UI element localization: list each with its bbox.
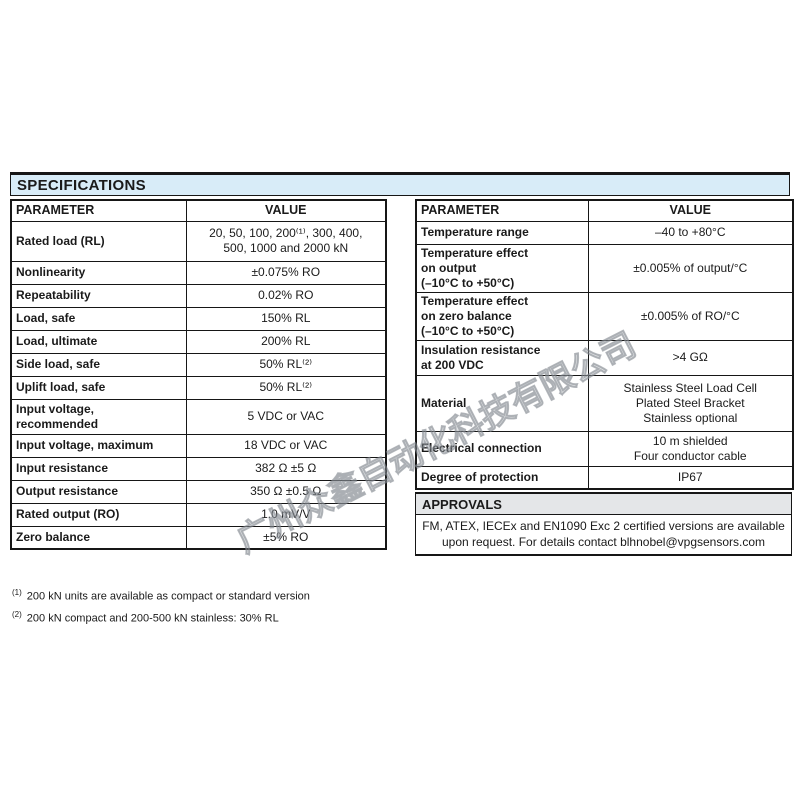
table-row: Electrical connection 10 m shielded Four…	[415, 430, 794, 467]
approvals-text: FM, ATEX, IECEx and EN1090 Exc 2 certifi…	[415, 515, 792, 556]
table-header-row: PARAMETER VALUE	[10, 199, 387, 222]
value-cell: ±5% RO	[185, 525, 387, 550]
table-row: Rated load (RL) 20, 50, 100, 200⁽¹⁾, 300…	[10, 220, 387, 262]
param-cell: Side load, safe	[10, 352, 187, 377]
value-cell: 50% RL⁽²⁾	[185, 375, 387, 400]
footnote-1-marker: (1)	[12, 588, 22, 597]
value-cell: 150% RL	[185, 306, 387, 331]
column-header-parameter: PARAMETER	[415, 199, 589, 222]
table-row: Input voltage, maximum 18 VDC or VAC	[10, 433, 387, 458]
right-column: PARAMETER VALUE Temperature range –40 to…	[415, 199, 794, 556]
param-cell: Uplift load, safe	[10, 375, 187, 400]
value-cell: ±0.005% of RO/°C	[587, 291, 794, 341]
table-row: Temperature effect on zero balance (–10°…	[415, 291, 794, 341]
column-header-value: VALUE	[185, 199, 387, 222]
value-cell: 18 VDC or VAC	[185, 433, 387, 458]
table-row: Temperature range –40 to +80°C	[415, 220, 794, 245]
table-row: Output resistance 350 Ω ±0.5 Ω	[10, 479, 387, 504]
table-row: Temperature effect on output (–10°C to +…	[415, 243, 794, 293]
footnote-2: (2) 200 kN compact and 200-500 kN stainle…	[12, 606, 790, 628]
table-row: Material Stainless Steel Load Cell Plate…	[415, 374, 794, 432]
param-cell: Electrical connection	[415, 430, 589, 467]
table-row: Input resistance 382 Ω ±5 Ω	[10, 456, 387, 481]
table-row: Uplift load, safe 50% RL⁽²⁾	[10, 375, 387, 400]
table-row: Rated output (RO) 1.0 mV/V	[10, 502, 387, 527]
value-cell: Stainless Steel Load Cell Plated Steel B…	[587, 374, 794, 432]
value-cell: 0.02% RO	[185, 283, 387, 308]
table-row: Repeatability 0.02% RO	[10, 283, 387, 308]
value-cell: ±0.075% RO	[185, 260, 387, 285]
column-header-parameter: PARAMETER	[10, 199, 187, 222]
value-cell: –40 to +80°C	[587, 220, 794, 245]
param-cell: Input voltage, maximum	[10, 433, 187, 458]
spec-table-left: PARAMETER VALUE Rated load (RL) 20, 50, …	[10, 199, 387, 550]
table-row: Load, safe 150% RL	[10, 306, 387, 331]
param-cell: Material	[415, 374, 589, 432]
param-cell: Nonlinearity	[10, 260, 187, 285]
value-cell: 10 m shielded Four conductor cable	[587, 430, 794, 467]
table-row: Nonlinearity ±0.075% RO	[10, 260, 387, 285]
specifications-section: SPECIFICATIONS PARAMETER VALUE Rated loa…	[10, 172, 794, 627]
value-cell: 20, 50, 100, 200⁽¹⁾, 300, 400, 500, 1000…	[185, 220, 387, 262]
footnote-1-text: 200 kN units are available as compact or…	[26, 590, 310, 603]
footnote-2-marker: (2)	[12, 609, 22, 619]
param-cell: Temperature effect on zero balance (–10°…	[415, 291, 589, 341]
value-cell: >4 GΩ	[587, 339, 794, 376]
value-cell: 350 Ω ±0.5 Ω	[185, 479, 387, 504]
specifications-header: SPECIFICATIONS	[10, 172, 790, 196]
param-cell: Load, safe	[10, 306, 187, 331]
approvals-header: APPROVALS	[415, 492, 792, 515]
table-row: Side load, safe 50% RL⁽²⁾	[10, 352, 387, 377]
param-cell: Input resistance	[10, 456, 187, 481]
value-cell: 1.0 mV/V	[185, 502, 387, 527]
table-row: Input voltage, recommended 5 VDC or VAC	[10, 398, 387, 435]
value-cell: 5 VDC or VAC	[185, 398, 387, 435]
param-cell: Insulation resistance at 200 VDC	[415, 339, 589, 376]
value-cell: 200% RL	[185, 329, 387, 354]
footnote-1: (1) 200 kN units are available as compact…	[12, 584, 790, 606]
param-cell: Output resistance	[10, 479, 187, 504]
param-cell: Rated output (RO)	[10, 502, 187, 527]
param-cell: Load, ultimate	[10, 329, 187, 354]
param-cell: Input voltage, recommended	[10, 398, 187, 435]
footnotes: (1) 200 kN units are available as compact…	[12, 584, 790, 627]
spec-table-right: PARAMETER VALUE Temperature range –40 to…	[415, 199, 794, 490]
param-cell: Rated load (RL)	[10, 220, 187, 262]
footnote-2-text: 200 kN compact and 200-500 kN stainless:…	[26, 612, 279, 625]
table-header-row: PARAMETER VALUE	[415, 199, 794, 222]
param-cell: Zero balance	[10, 525, 187, 550]
table-row: Degree of protection IP67	[415, 465, 794, 490]
table-row: Zero balance ±5% RO	[10, 525, 387, 550]
param-cell: Repeatability	[10, 283, 187, 308]
table-row: Load, ultimate 200% RL	[10, 329, 387, 354]
value-cell: IP67	[587, 465, 794, 490]
table-row: Insulation resistance at 200 VDC >4 GΩ	[415, 339, 794, 376]
value-cell: ±0.005% of output/°C	[587, 243, 794, 293]
value-cell: 50% RL⁽²⁾	[185, 352, 387, 377]
spec-tables-row: PARAMETER VALUE Rated load (RL) 20, 50, …	[10, 199, 794, 556]
param-cell: Degree of protection	[415, 465, 589, 490]
column-header-value: VALUE	[587, 199, 794, 222]
value-cell: 382 Ω ±5 Ω	[185, 456, 387, 481]
param-cell: Temperature effect on output (–10°C to +…	[415, 243, 589, 293]
param-cell: Temperature range	[415, 220, 589, 245]
